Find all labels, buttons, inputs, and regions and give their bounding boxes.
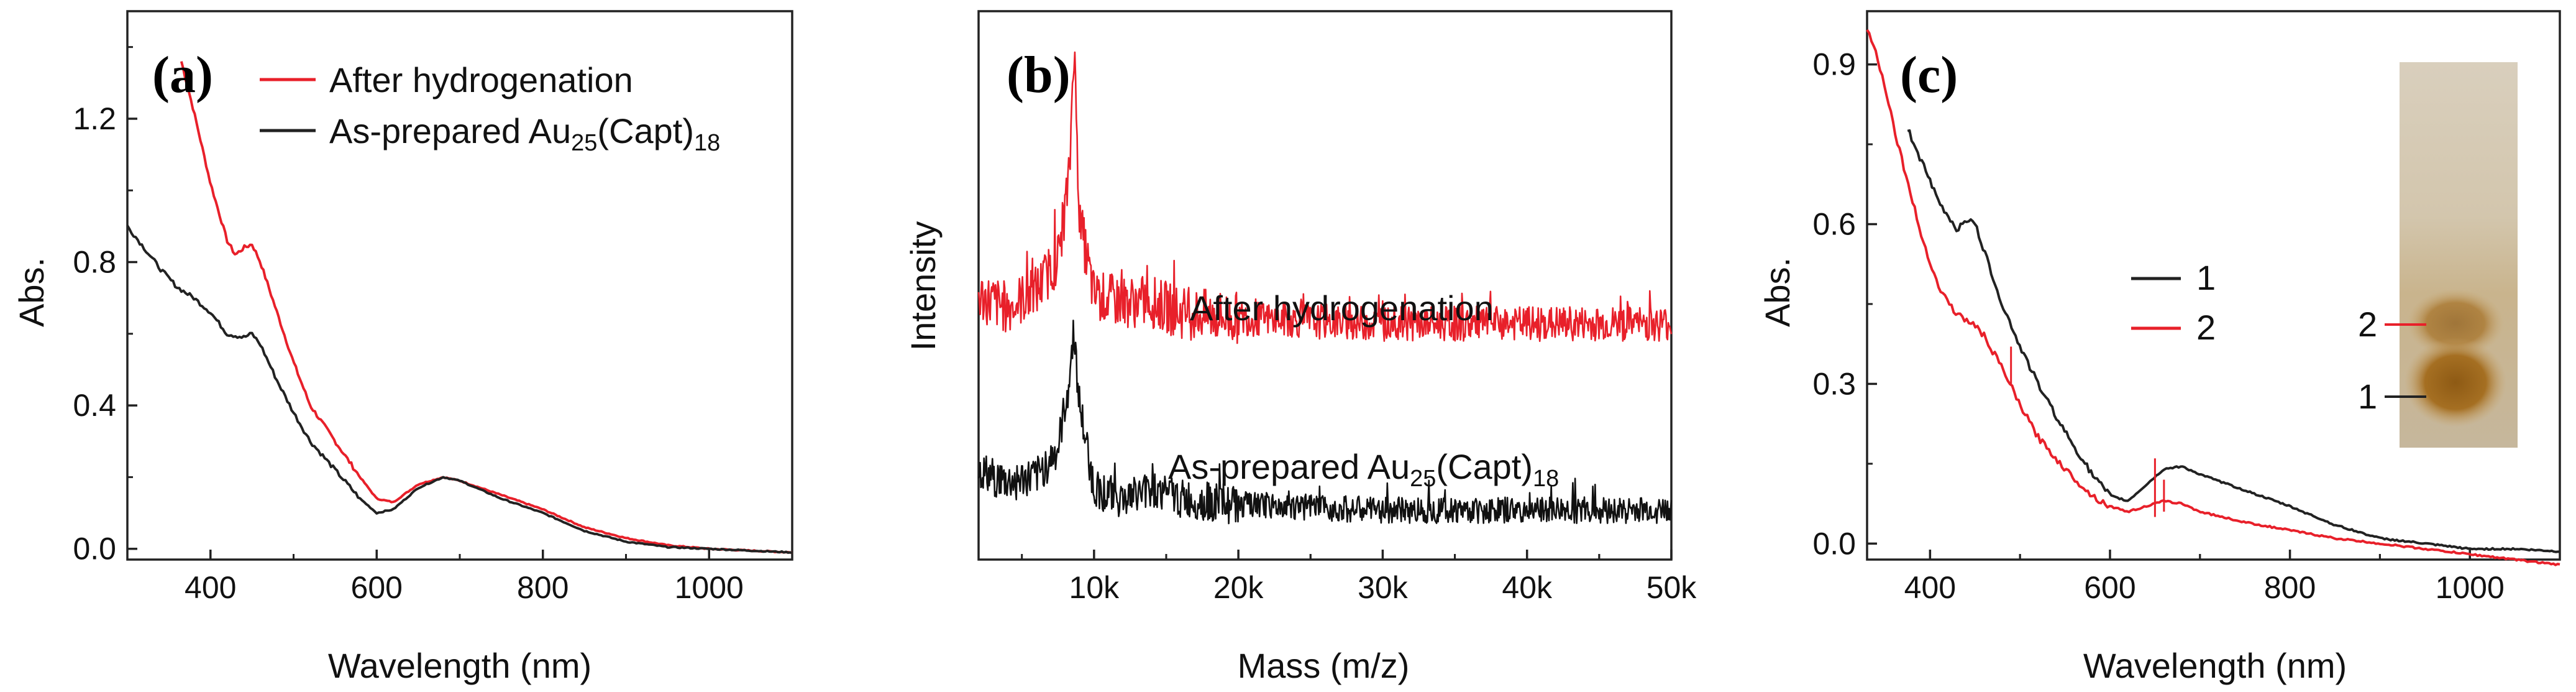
inset-label-1: 1 [2358, 377, 2377, 416]
panel-c-legend: 1 2 [2131, 258, 2216, 347]
panel-a-y-axis-label: Abs. [12, 257, 51, 327]
panel-b-ticks: 10k 20k 30k 40k 50k [1021, 550, 1697, 605]
legend-label-1: 1 [2196, 258, 2216, 297]
x-tick-label: 800 [517, 570, 569, 605]
panel-c-y-axis-label: Abs. [1758, 257, 1797, 327]
panel-b-curves [977, 51, 1673, 525]
panel-a: 400 600 800 1000 0.0 0.4 0.8 1.2 (a) After hydr… [12, 10, 793, 685]
inset-band-lower [2405, 338, 2506, 427]
x-tick-label: 1000 [2436, 570, 2505, 605]
annotation-as-prepared-sub1: 25 [1410, 466, 1436, 492]
panel-b-label: (b) [1007, 46, 1071, 104]
annotation-after-hydrogenation: After hydrogenation [1190, 288, 1494, 328]
y-tick-label: 0.0 [73, 532, 116, 566]
x-tick-label: 30k [1358, 570, 1409, 605]
panel-c-frame [1866, 10, 2561, 561]
panel-a-x-axis-label: Wavelength (nm) [328, 646, 591, 685]
x-tick-label: 400 [185, 570, 236, 605]
inset-gel-photo: 2 1 [2358, 62, 2518, 448]
x-tick-label: 40k [1502, 570, 1553, 605]
inset-label-2: 2 [2358, 305, 2377, 344]
panel-c-x-axis-label: Wavelength (nm) [2083, 646, 2347, 685]
legend-as-prepared-sub1: 25 [571, 130, 597, 156]
panel-a-ticks: 400 600 800 1000 0.0 0.4 0.8 1.2 [73, 46, 744, 605]
series-line-1 [1907, 129, 2560, 553]
x-tick-label: 800 [2264, 570, 2316, 605]
y-tick-label: 0.8 [73, 245, 116, 280]
annotation-as-prepared-sub2: 18 [1533, 466, 1559, 492]
x-tick-label: 50k [1647, 570, 1697, 605]
panel-c-ticks: 400 600 800 1000 0.0 0.3 0.6 0.9 [1812, 47, 2504, 605]
x-tick-label: 20k [1213, 570, 1264, 605]
annotation-as-prepared-main: As-prepared Au [1168, 447, 1410, 486]
legend-label-after-hydrogenation: After hydrogenation [329, 60, 633, 99]
annotation-as-prepared-mid: (Capt) [1436, 447, 1533, 486]
panel-c-curves [1866, 29, 2560, 566]
legend-as-prepared-sub2: 18 [694, 130, 720, 156]
legend-as-prepared-main: As-prepared Au [329, 111, 571, 150]
series-line-as-prepared-au25-capt-18 [126, 224, 793, 555]
series-line-2 [1866, 29, 2560, 566]
x-tick-label: 10k [1069, 570, 1120, 605]
x-tick-label: 1000 [675, 570, 744, 605]
panel-c: 400 600 800 1000 0.0 0.3 0.6 0.9 (c) 1 2 [1758, 10, 2561, 685]
legend-as-prepared-mid: (Capt) [597, 111, 694, 150]
panel-c-label: (c) [1900, 46, 1958, 104]
inset-band-upper [2407, 289, 2504, 358]
panel-b-y-axis-label: Intensity [903, 221, 943, 351]
x-tick-label: 400 [1904, 570, 1956, 605]
series-line-as-prepared-au25-capt-18 [977, 320, 1673, 525]
y-tick-label: 0.9 [1812, 47, 1856, 82]
y-tick-label: 0.0 [1812, 526, 1856, 561]
legend-label-2: 2 [2196, 308, 2216, 347]
panel-a-label: (a) [152, 46, 213, 104]
panel-b-frame [977, 10, 1673, 561]
y-tick-label: 1.2 [73, 101, 116, 136]
series-line-after-hydrogenation [977, 51, 1673, 344]
panel-b-x-axis-label: Mass (m/z) [1238, 646, 1410, 685]
y-tick-label: 0.4 [73, 388, 116, 423]
y-tick-label: 0.6 [1812, 207, 1856, 242]
x-tick-label: 600 [2084, 570, 2135, 605]
panel-a-legend: After hydrogenation As-prepared Au25(Cap… [260, 60, 720, 156]
x-tick-label: 600 [351, 570, 403, 605]
panel-b: 10k 20k 30k 40k 50k (b) After hydrogenation … [903, 10, 1697, 685]
y-tick-label: 0.3 [1812, 366, 1856, 401]
annotation-as-prepared: As-prepared Au25(Capt)18 [1168, 447, 1559, 492]
legend-label-as-prepared: As-prepared Au25(Capt)18 [329, 111, 720, 156]
panel-a-curves [126, 61, 793, 555]
